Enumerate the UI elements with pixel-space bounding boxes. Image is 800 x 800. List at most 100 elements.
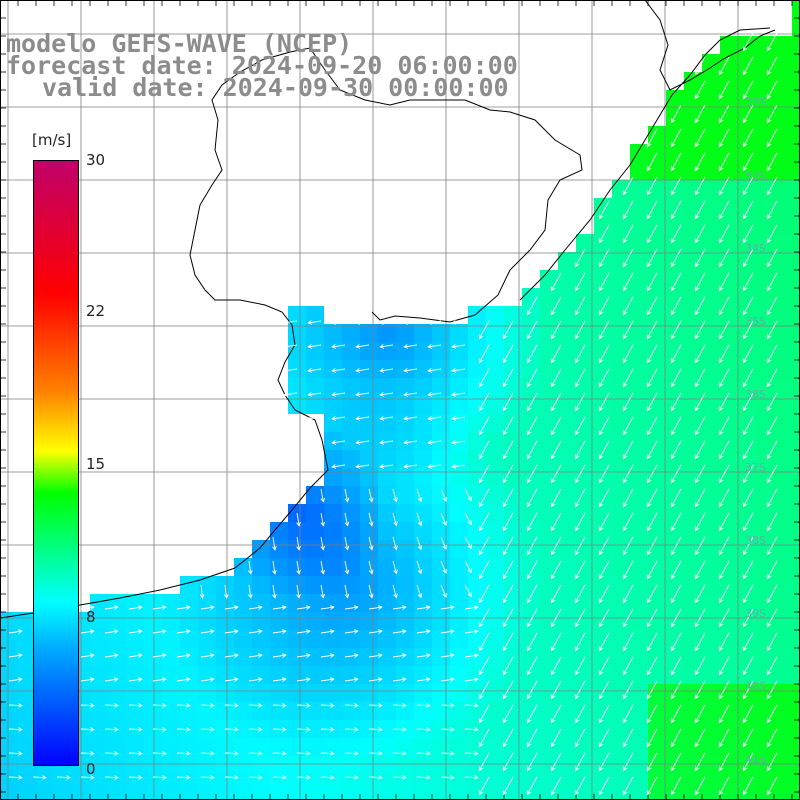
wind-cell [684,612,702,630]
wind-cell [558,558,576,576]
wind-cell [486,396,504,414]
wind-arrow [766,200,778,220]
wind-arrow [718,224,730,244]
wind-arrow [694,224,706,244]
wind-arrow [742,128,754,148]
wind-cell [522,612,540,630]
wind-arrow [622,560,634,580]
wind-arrow [574,608,586,628]
wind-arrow [451,344,466,349]
wind-cell [450,342,468,360]
wind-cell [306,576,324,594]
wind-cell [414,522,432,540]
wind-arrow [403,368,418,373]
wind-arrow [550,584,562,604]
wind-cell [144,756,162,774]
wind-cell [504,306,522,324]
wind-cell [720,702,738,720]
wind-cell [666,432,684,450]
wind-cell [594,198,612,216]
wind-cell [612,792,630,800]
wind-cell [360,414,378,432]
wind-cell [522,378,540,396]
wind-cell [792,0,800,18]
wind-cell [738,252,756,270]
wind-arrow [646,128,658,148]
wind-cell [684,468,702,486]
wind-cell [648,594,666,612]
wind-arrow [464,536,472,550]
wind-arrow [320,605,335,610]
wind-cell [612,504,630,522]
wind-cell [792,468,800,486]
wind-cell [144,684,162,702]
wind-cell [450,648,468,666]
wind-arrow [355,392,370,397]
wind-arrow [622,680,634,700]
wind-cell [756,720,774,738]
wind-cell [720,342,738,360]
wind-arrow [646,728,658,748]
wind-cell [756,432,774,450]
wind-arrow [718,464,730,484]
wind-cell [306,792,324,800]
wind-cell [630,450,648,468]
wind-cell [666,378,684,396]
wind-arrow [670,128,682,148]
wind-arrow [502,368,514,388]
wind-cell [594,288,612,306]
wind-cell [234,630,252,648]
wind-arrow [440,584,447,598]
wind-cell [486,594,504,612]
wind-cell [792,270,800,288]
wind-arrow [766,776,778,796]
wind-cell [792,216,800,234]
coastline-north [644,0,776,91]
wind-arrow [331,392,346,397]
wind-cell [378,774,396,792]
wind-arrow [622,752,634,772]
wind-cell [558,342,576,360]
wind-cell [756,648,774,666]
wind-cell [684,216,702,234]
wind-cell [666,666,684,684]
wind-cell [558,252,576,270]
wind-arrow [550,416,562,436]
wind-cell [558,684,576,702]
wind-arrow [694,368,706,388]
wind-cell [378,666,396,684]
wind-arrow [8,703,23,708]
wind-arrow [368,560,374,575]
wind-arrow [694,536,706,556]
wind-arrow [224,677,239,682]
wind-cell [342,504,360,522]
wind-cell [630,234,648,252]
wind-cell [270,792,288,800]
wind-cell [198,576,216,594]
wind-cell [522,324,540,342]
wind-arrow [550,392,562,412]
wind-cell [792,612,800,630]
wind-cell [180,612,198,630]
wind-cell [414,432,432,450]
wind-arrow [718,296,730,316]
wind-cell [396,594,414,612]
wind-arrow [379,368,394,373]
wind-cell [252,594,270,612]
wind-cell [594,774,612,792]
wind-cell [108,756,126,774]
wind-arrow [694,344,706,364]
wind-arrow [355,344,370,349]
wind-arrow [451,392,466,397]
wind-cell [306,378,324,396]
wind-cell [360,540,378,558]
wind-arrow [478,656,490,676]
wind-arrow [622,632,634,652]
wind-arrow [766,728,778,748]
wind-arrow [766,416,778,436]
wind-cell [720,666,738,684]
wind-arrow [670,416,682,436]
wind-arrow [427,344,442,349]
wind-arrow [200,775,215,780]
wind-cell [792,306,800,324]
